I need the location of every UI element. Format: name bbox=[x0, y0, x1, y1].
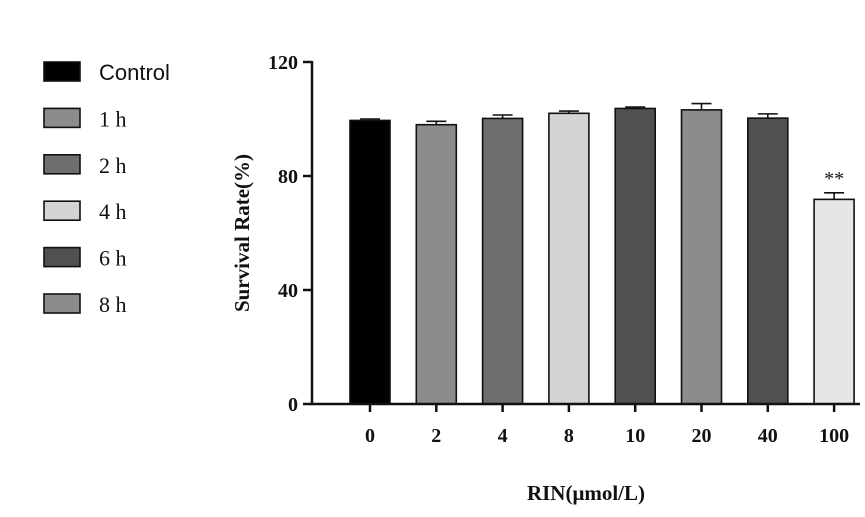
legend-label: 2 h bbox=[99, 153, 127, 178]
legend-label: 6 h bbox=[99, 246, 127, 271]
x-tick-label: 20 bbox=[692, 425, 712, 447]
x-tick-label: 10 bbox=[625, 425, 645, 447]
x-axis-ticks: 0 2 4 8 10 20 40 100 bbox=[365, 404, 849, 447]
legend-swatch bbox=[43, 107, 81, 129]
legend-swatch bbox=[43, 293, 81, 314]
legend-swatch bbox=[43, 200, 81, 221]
x-tick-label: 8 bbox=[564, 425, 574, 447]
x-axis-title: RIN(μmol/L) bbox=[527, 481, 645, 505]
significance-annotation: ** bbox=[824, 168, 844, 190]
x-tick-label: 2 bbox=[431, 425, 441, 447]
bars bbox=[349, 107, 855, 405]
annotations: ** bbox=[824, 168, 844, 190]
bar bbox=[415, 123, 458, 405]
x-tick-label: 0 bbox=[365, 425, 375, 447]
y-tick-label: 40 bbox=[278, 280, 298, 302]
legend-swatch bbox=[43, 154, 81, 175]
x-tick-label: 40 bbox=[758, 425, 778, 447]
bar bbox=[349, 119, 391, 405]
legend-label: Control bbox=[99, 60, 170, 85]
y-tick-label: 80 bbox=[278, 166, 298, 188]
legend-swatch bbox=[43, 246, 81, 268]
y-tick-label: 0 bbox=[288, 394, 298, 416]
bar bbox=[481, 117, 524, 405]
legend-label: 8 h bbox=[99, 292, 127, 317]
bar bbox=[614, 107, 657, 405]
bar bbox=[746, 117, 789, 405]
y-axis-ticks: 0 40 80 120 bbox=[268, 52, 312, 416]
bar bbox=[680, 109, 723, 405]
legend-swatch bbox=[43, 61, 81, 82]
x-tick-label: 100 bbox=[819, 425, 849, 447]
bar bbox=[813, 198, 855, 405]
y-tick-label: 120 bbox=[268, 52, 298, 74]
y-axis-title: Survival Rate(%) bbox=[230, 154, 254, 312]
x-tick-label: 4 bbox=[498, 425, 508, 447]
legend-label: 1 h bbox=[99, 106, 127, 131]
error-bars bbox=[360, 102, 845, 200]
legend: Control 1 h 2 h 4 h 6 h 8 h bbox=[43, 60, 170, 317]
bar bbox=[548, 112, 590, 405]
legend-label: 4 h bbox=[99, 199, 127, 224]
